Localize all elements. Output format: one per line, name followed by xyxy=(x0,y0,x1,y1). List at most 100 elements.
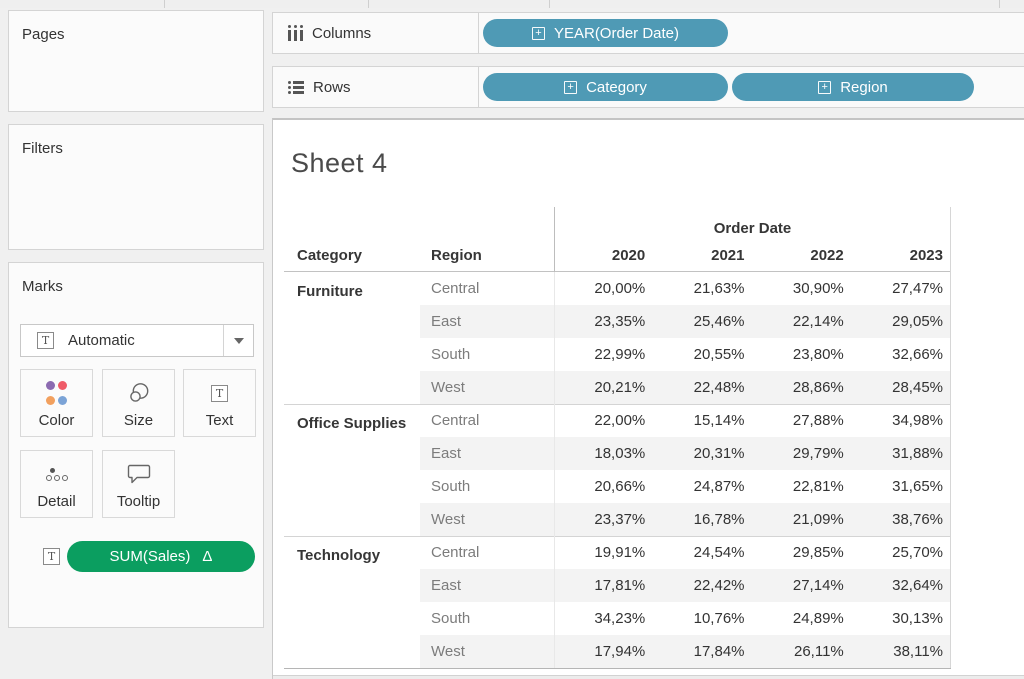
region-row-label[interactable]: Central xyxy=(431,412,480,429)
value-cell[interactable]: 28,86% xyxy=(792,379,844,396)
value-cell[interactable]: 30,13% xyxy=(892,610,943,627)
rows-icon xyxy=(288,80,304,94)
value-cell[interactable]: 17,81% xyxy=(594,577,646,594)
table-row: Furniture Central 20,00% 21,63% 30,90% 27,47% xyxy=(284,272,951,305)
value-cell[interactable]: 27,47% xyxy=(892,280,943,297)
value-cell[interactable]: 21,09% xyxy=(792,511,844,528)
pages-shelf[interactable]: Pages xyxy=(8,10,264,112)
table-row: Office Supplies Central 22,00% 15,14% 27,88%… xyxy=(284,404,951,437)
expand-plus-icon[interactable]: + xyxy=(564,80,578,94)
region-row-label[interactable]: East xyxy=(431,313,462,330)
value-cell[interactable]: 38,11% xyxy=(893,643,943,660)
rows-drop-zone[interactable]: + Category + Region xyxy=(478,67,1024,107)
region-column-header[interactable]: Region xyxy=(431,247,482,264)
tooltip-button[interactable]: Tooltip xyxy=(102,450,175,518)
value-cell[interactable]: 26,11% xyxy=(793,643,844,660)
value-cell[interactable]: 34,98% xyxy=(892,412,943,429)
value-cell[interactable]: 25,70% xyxy=(892,544,943,561)
value-cell[interactable]: 19,91% xyxy=(594,544,646,561)
value-cell[interactable]: 38,76% xyxy=(892,511,943,528)
mark-type-dropdown[interactable]: T Automatic xyxy=(20,324,254,357)
category-row-label[interactable]: Furniture xyxy=(297,283,363,300)
detail-button[interactable]: Detail xyxy=(20,450,93,518)
value-cell[interactable]: 20,31% xyxy=(693,445,745,462)
expand-plus-icon[interactable]: + xyxy=(818,80,832,94)
expand-plus-icon[interactable]: + xyxy=(531,26,545,40)
category-row-label xyxy=(284,602,420,635)
region-row-label[interactable]: West xyxy=(431,379,465,396)
value-cell[interactable]: 31,88% xyxy=(892,445,943,462)
category-row-label[interactable]: Technology xyxy=(297,547,381,564)
year-header[interactable]: 2021 xyxy=(711,247,745,264)
value-cell[interactable]: 27,88% xyxy=(792,412,844,429)
year-header[interactable]: 2022 xyxy=(810,247,844,264)
category-column-header[interactable]: Category xyxy=(297,247,363,264)
sum-sales-pill[interactable]: SUM(Sales) Δ xyxy=(67,541,255,572)
value-cell[interactable]: 23,37% xyxy=(594,511,646,528)
value-cell[interactable]: 20,21% xyxy=(594,379,646,396)
value-cell[interactable]: 20,66% xyxy=(594,478,646,495)
column-dimension-header[interactable]: Order Date xyxy=(713,220,792,237)
columns-drop-zone[interactable]: + YEAR(Order Date) xyxy=(478,13,1024,53)
value-cell[interactable]: 32,64% xyxy=(892,577,943,594)
region-row-label[interactable]: South xyxy=(431,610,471,627)
region-row-label[interactable]: Central xyxy=(431,544,480,561)
columns-shelf[interactable]: Columns + YEAR(Order Date) xyxy=(272,12,1024,54)
value-cell[interactable]: 27,14% xyxy=(792,577,844,594)
value-cell[interactable]: 22,14% xyxy=(792,313,844,330)
dropdown-arrow-button[interactable] xyxy=(223,325,253,356)
value-cell[interactable]: 29,79% xyxy=(792,445,844,462)
value-cell[interactable]: 25,46% xyxy=(693,313,745,330)
rows-shelf[interactable]: Rows + Category + Region xyxy=(272,66,1024,108)
color-button[interactable]: Color xyxy=(20,369,93,437)
value-cell[interactable]: 32,66% xyxy=(892,346,943,363)
value-cell[interactable]: 29,05% xyxy=(892,313,943,330)
text-mark-icon: T xyxy=(37,332,54,349)
size-button[interactable]: Size xyxy=(102,369,175,437)
year-header[interactable]: 2023 xyxy=(909,247,943,264)
region-row-label[interactable]: South xyxy=(431,346,471,363)
region-pill[interactable]: + Region xyxy=(732,73,974,101)
value-cell[interactable]: 22,99% xyxy=(594,346,646,363)
category-pill[interactable]: + Category xyxy=(483,73,728,101)
value-cell[interactable]: 22,00% xyxy=(594,412,646,429)
value-cell[interactable]: 34,23% xyxy=(594,610,646,627)
value-cell[interactable]: 17,94% xyxy=(594,643,646,660)
category-row-label[interactable]: Office Supplies xyxy=(297,415,407,432)
region-row-label[interactable]: West xyxy=(431,643,465,660)
value-cell[interactable]: 20,55% xyxy=(693,346,745,363)
value-cell[interactable]: 22,42% xyxy=(693,577,745,594)
value-cell[interactable]: 10,76% xyxy=(693,610,745,627)
value-cell[interactable]: 22,48% xyxy=(693,379,745,396)
value-cell[interactable]: 24,87% xyxy=(693,478,745,495)
filters-shelf[interactable]: Filters xyxy=(8,124,264,250)
text-button[interactable]: T Text xyxy=(183,369,256,437)
value-cell[interactable]: 31,65% xyxy=(892,478,943,495)
region-row-label[interactable]: East xyxy=(431,577,462,594)
value-cell[interactable]: 24,89% xyxy=(792,610,844,627)
value-cell[interactable]: 24,54% xyxy=(693,544,745,561)
value-cell[interactable]: 18,03% xyxy=(594,445,646,462)
region-row-label[interactable]: West xyxy=(431,511,465,528)
region-row-label[interactable]: East xyxy=(431,445,462,462)
year-order-date-pill[interactable]: + YEAR(Order Date) xyxy=(483,19,728,47)
year-header[interactable]: 2020 xyxy=(611,247,646,264)
value-cell[interactable]: 20,00% xyxy=(594,280,646,297)
columns-shelf-label: Columns xyxy=(312,24,372,42)
value-cell[interactable]: 28,45% xyxy=(892,379,943,396)
value-cell[interactable]: 22,81% xyxy=(792,478,844,495)
value-cell[interactable]: 17,84% xyxy=(693,643,745,660)
table-row: West 20,21% 22,48% 28,86% 28,45% xyxy=(284,371,951,404)
value-cell[interactable]: 15,14% xyxy=(693,412,745,429)
region-row-label[interactable]: South xyxy=(431,478,471,495)
value-cell[interactable]: 16,78% xyxy=(693,511,745,528)
region-row-label[interactable]: Central xyxy=(431,280,480,297)
marks-card: Marks T Automatic Color Size T Text xyxy=(8,262,264,628)
table-row: East 17,81% 22,42% 27,14% 32,64% xyxy=(284,569,951,602)
value-cell[interactable]: 21,63% xyxy=(693,280,745,297)
value-cell[interactable]: 29,85% xyxy=(792,544,844,561)
category-row-label xyxy=(284,305,420,338)
value-cell[interactable]: 30,90% xyxy=(792,280,844,297)
value-cell[interactable]: 23,35% xyxy=(594,313,646,330)
value-cell[interactable]: 23,80% xyxy=(792,346,844,363)
